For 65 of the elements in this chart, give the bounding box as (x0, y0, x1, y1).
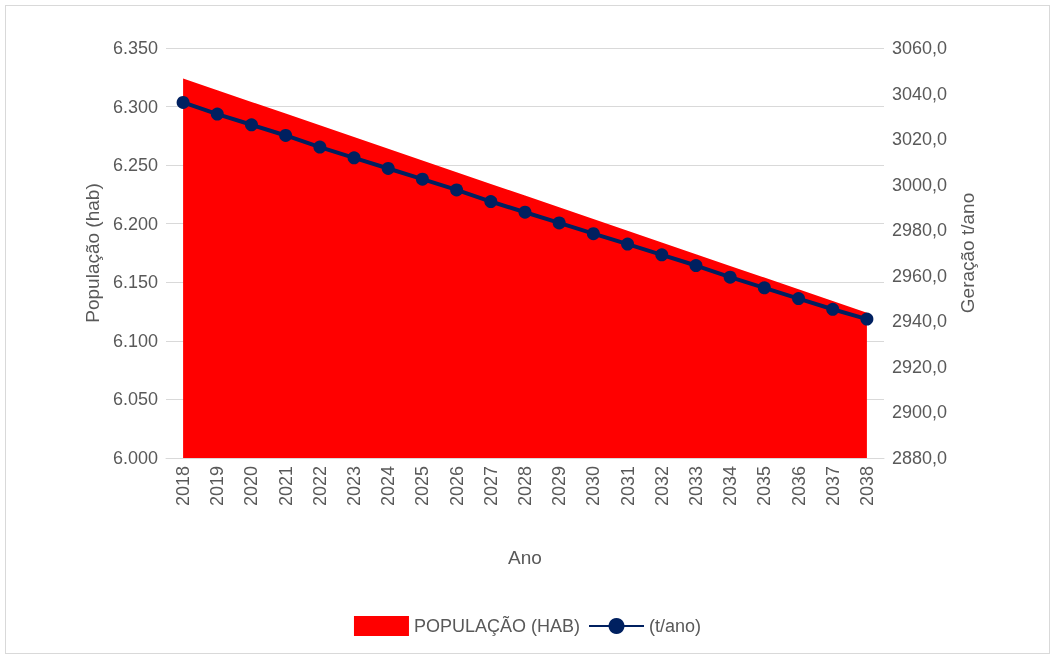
point (757, 281, 771, 295)
x-tick-label: 2028 (515, 466, 535, 507)
point (586, 227, 600, 241)
point (415, 172, 429, 186)
point (792, 292, 806, 306)
y-tick-label: 6.150 (112, 272, 158, 293)
point (279, 128, 293, 142)
legend-label: (t/ano) (649, 616, 702, 636)
point (655, 248, 669, 262)
x-axis-title: Ano (508, 547, 542, 568)
point (347, 151, 361, 165)
point (860, 312, 874, 326)
x-tick-label: 2037 (822, 466, 843, 507)
legend-label: POPULAÇÃO (HAB) (413, 615, 581, 636)
y-tick-label: 6.350 (112, 38, 158, 58)
x-tick-label: 2019 (207, 466, 228, 507)
y2-tick-label: 3060,0 (892, 38, 948, 58)
x-tick-label: 2023 (344, 466, 365, 507)
x-tick-label: 2038 (856, 466, 877, 507)
x-tick-label: 2036 (788, 466, 809, 507)
y-axis-title: População (hab) (82, 183, 104, 323)
y2-tick-label: 2880,0 (892, 448, 948, 468)
point (210, 107, 224, 121)
y2-tick-label: 2920,0 (892, 356, 948, 377)
x-tick-label: 2030 (583, 466, 604, 507)
point (552, 216, 566, 230)
x-tick-label: 2025 (412, 466, 433, 507)
x-tick-label: 2020 (241, 466, 262, 507)
x-tick-label: 2022 (309, 466, 330, 507)
point (450, 183, 464, 197)
y-tick-label: 6.250 (112, 155, 158, 176)
x-tick-label: 2033 (685, 466, 706, 507)
y2-axis-title: Geração t/ano (956, 192, 978, 314)
point (689, 259, 703, 273)
y2-tick-label: 2940,0 (892, 311, 948, 332)
y-tick-label: 6.300 (112, 96, 158, 117)
y2-tick-label: 3020,0 (892, 129, 948, 150)
point (484, 195, 498, 209)
y2-tick-label: 3000,0 (892, 174, 948, 195)
x-tick-label: 2029 (549, 466, 570, 507)
x-tick-label: 2034 (720, 466, 741, 507)
x-tick-label: 2032 (651, 466, 672, 507)
x-tick-label: 2035 (754, 466, 775, 507)
y-tick-label: 6.100 (112, 330, 158, 351)
point (381, 162, 395, 175)
point (176, 95, 190, 109)
point (826, 302, 840, 316)
point (518, 205, 532, 219)
x-tick-label: 2021 (275, 466, 296, 507)
y-tick-label: 6.200 (112, 213, 158, 234)
x-tick-label: 2018 (173, 466, 194, 507)
y2-tick-label: 2900,0 (892, 402, 948, 423)
point (723, 270, 737, 284)
x-tick-label: 2031 (617, 466, 638, 507)
y2-tick-label: 3040,0 (892, 83, 948, 104)
point (244, 118, 258, 132)
y-tick-label: 6.000 (112, 448, 158, 468)
y-tick-label: 6.050 (112, 389, 158, 410)
x-tick-label: 2026 (446, 466, 467, 507)
y2-tick-label: 2960,0 (892, 265, 948, 286)
x-tick-label: 2024 (378, 466, 399, 507)
x-tick-label: 2027 (480, 466, 501, 507)
y2-tick-label: 2980,0 (892, 220, 948, 241)
point (621, 237, 635, 251)
point (313, 140, 327, 154)
